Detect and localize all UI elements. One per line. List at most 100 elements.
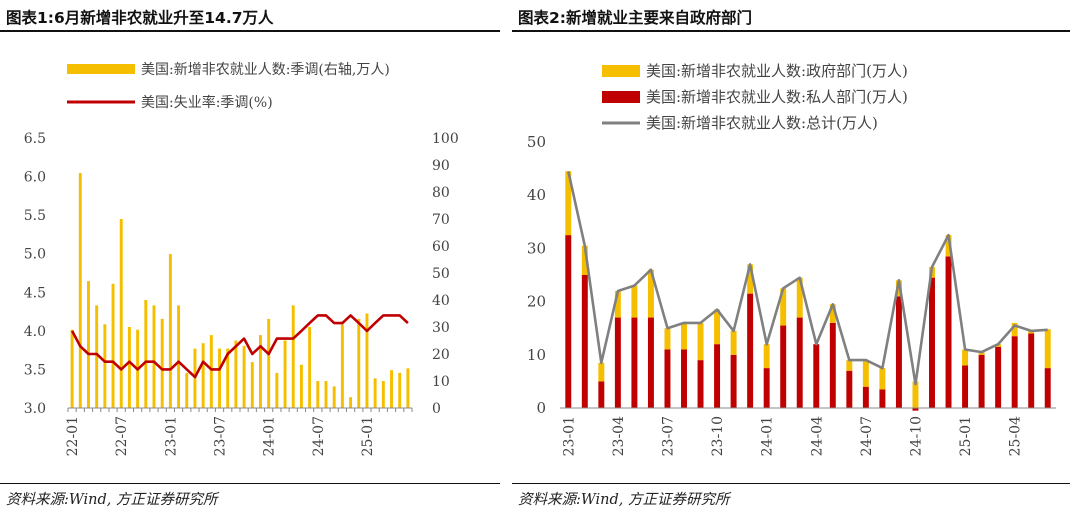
bar-government [565,171,572,236]
x-tick-label: 24-04 [809,416,825,456]
bar-private [697,360,704,408]
y-left-tick-label: 6.0 [24,170,46,186]
bar-private [829,322,836,408]
bar-private [879,389,886,408]
y-left-tick-label: 4.0 [24,324,46,340]
legend-swatch-private [602,91,640,103]
bar-payrolls [160,318,164,408]
x-tick-label: 24-10 [908,416,924,456]
right-chart-title: 图表2:新增就业主要来自政府部门 [518,9,752,27]
y-left-tick-label: 6.5 [24,131,46,147]
bar-private [895,296,902,408]
bar-government [1011,322,1018,337]
bar-government [1044,329,1051,369]
bar-government [862,360,869,387]
bar-private [598,381,605,408]
bar-payrolls [70,329,74,408]
bar-private [664,349,671,408]
bar-private [780,325,787,408]
legend-label-government: 美国:新增非农就业人数:政府部门(万人) [646,62,908,80]
y-left-tick-label: 5.0 [24,247,46,263]
payrolls-by-sector-chart: 美国:新增非农就业人数:政府部门(万人) 美国:新增非农就业人数:私人部门(万人)… [527,62,1056,456]
legend-label-unemployment: 美国:失业率:季调(%) [141,94,273,111]
bar-payrolls [119,219,123,408]
bar-payrolls [275,372,279,408]
left-title-rule [0,30,500,32]
bar-government [697,322,704,361]
bar-payrolls [185,372,189,408]
legend-swatch-payrolls [67,64,135,74]
bar-private [1011,336,1018,408]
y-tick-label: 50 [527,133,546,151]
y-right-tick-label: 50 [432,266,450,282]
bar-government [945,235,952,257]
bar-payrolls [152,305,156,408]
bar-private [714,344,721,408]
bar-payrolls [365,313,369,408]
x-tick-label: 23-10 [710,416,726,456]
legend-label-total: 美国:新增非农就业人数:总计(万人) [646,114,878,132]
bar-payrolls [87,281,90,408]
bar-government [747,264,754,294]
y-right-tick-label: 100 [432,131,459,147]
bar-payrolls [373,378,377,408]
bar-government [581,245,588,275]
bar-private [813,344,820,408]
bar-government [681,322,687,350]
bar-payrolls [390,370,393,408]
bar-private [747,293,754,408]
x-tick-label: 22-01 [65,416,81,456]
bar-government [829,304,836,323]
bar-payrolls [218,348,221,408]
bar-government [714,309,721,345]
bar-payrolls [340,324,344,408]
left-source-note: 资料来源:Wind, 方正证券研究所 [6,492,218,508]
bar-payrolls [316,381,320,408]
bar-payrolls [234,340,238,408]
bar-government [614,290,621,318]
bar-government [780,288,787,326]
right-source-rule [512,483,1070,484]
legend-swatch-government [602,65,640,77]
bar-payrolls [406,368,410,408]
x-tick-label: 23-04 [611,416,627,456]
bar-private [945,256,952,408]
x-tick-label: 25-01 [360,416,376,456]
bar-payrolls [226,348,230,408]
bar-payrolls [168,254,172,408]
bar-private [796,317,803,408]
bar-government [598,362,605,382]
bar-private [929,277,935,408]
bar-payrolls [398,372,402,408]
y-right-tick-label: 80 [432,185,450,201]
x-tick-label: 23-07 [213,416,229,456]
bar-payrolls [127,327,131,408]
bar-government [664,328,671,350]
bar-payrolls [381,381,385,408]
x-tick-label: 24-01 [262,416,278,456]
bar-government [962,349,969,366]
bar-private [1044,368,1051,408]
y-tick-label: 30 [527,239,546,257]
y-left-tick-label: 4.5 [24,285,46,301]
y-right-tick-label: 90 [432,158,450,174]
bar-payrolls [259,335,262,408]
left-chart-title: 图表1:6月新增非农就业升至14.7万人 [6,9,274,27]
legend-label-payrolls: 美国:新增非农就业人数:季调(右轴,万人) [141,62,390,78]
bar-private [647,317,654,408]
bar-private [978,354,985,408]
y-tick-label: 0 [536,399,546,417]
bar-government [730,330,737,355]
legend-label-private: 美国:新增非农就业人数:私人部门(万人) [646,88,908,106]
bar-payrolls [357,318,361,408]
y-right-tick-label: 70 [432,212,450,228]
bar-private [763,368,770,408]
bar-government [796,277,803,318]
bar-payrolls [299,364,303,408]
x-tick-label: 24-07 [311,416,327,456]
bar-payrolls [291,305,295,408]
x-tick-label: 23-01 [163,416,179,456]
y-right-tick-label: 30 [432,320,450,336]
bar-private [730,354,737,408]
bar-payrolls [103,324,107,408]
